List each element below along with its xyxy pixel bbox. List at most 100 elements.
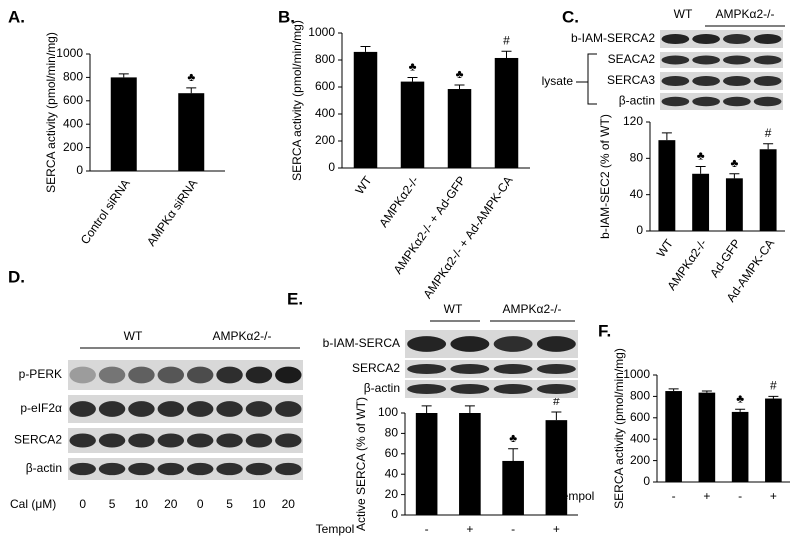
error-bar — [360, 46, 371, 52]
y-tick-label: 1000 — [56, 46, 83, 60]
row-label: β-actin — [364, 381, 400, 395]
blot-band — [692, 33, 720, 45]
blot-band — [661, 33, 690, 45]
y-tick-label: 600 — [63, 93, 83, 107]
y-tick-label: 200 — [63, 140, 83, 154]
error-bar — [729, 173, 740, 179]
blot-band — [186, 366, 214, 384]
y-tick-label: 400 — [630, 431, 650, 445]
blot-band — [128, 401, 155, 417]
blot-band — [275, 366, 302, 384]
blot-band — [692, 96, 720, 107]
y-axis-label: SERCA activity (pmol/min/mg) — [290, 20, 304, 181]
blot-strip — [68, 458, 303, 480]
blot-band — [661, 55, 690, 65]
bar — [459, 413, 481, 515]
blot-band — [216, 462, 243, 476]
blot-band — [493, 363, 533, 375]
annotation: # — [553, 394, 560, 408]
error-bar — [551, 411, 562, 421]
blot-band — [186, 433, 214, 448]
bar — [502, 460, 524, 515]
x-tick-label: - — [738, 489, 742, 503]
group-label: WT — [124, 329, 143, 343]
y-tick-label: 1000 — [308, 25, 335, 39]
blot-band — [216, 366, 243, 384]
y-axis-label: SERCA activity (pmol/min/mg) — [612, 348, 626, 509]
y-tick-label: 0 — [636, 223, 643, 237]
blot-band — [536, 336, 576, 352]
error-bar — [407, 77, 418, 82]
y-tick-label: 100 — [378, 405, 398, 419]
blot-band — [450, 336, 490, 352]
x-tick-label: Control siRNA — [78, 177, 133, 247]
error-bar — [735, 408, 746, 412]
lane-label: 5 — [226, 497, 233, 511]
blot-band — [69, 462, 96, 476]
row-label: b-IAM-SERCA2 — [571, 31, 655, 45]
y-tick-label: 0 — [643, 474, 650, 488]
row-label: p-PERK — [19, 367, 62, 381]
annotation: # — [503, 33, 510, 47]
blot-band — [661, 96, 690, 107]
blot-band — [69, 401, 96, 417]
y-tick-label: 0 — [328, 160, 335, 174]
blot-band — [493, 383, 533, 395]
blot-band — [245, 366, 273, 384]
lane-label: 10 — [135, 497, 149, 511]
x-axis-label: Tempol — [556, 489, 595, 503]
blot-band — [723, 96, 751, 107]
blot-strip — [660, 72, 783, 90]
panel-label: A. — [8, 7, 25, 26]
annotation: ♣ — [409, 60, 417, 74]
error-bar — [768, 395, 779, 399]
y-tick-label: 60 — [385, 446, 399, 460]
bar — [759, 149, 777, 231]
x-tick-label: - — [425, 522, 429, 536]
y-axis-label: Active SERCA (% of WT) — [354, 397, 368, 531]
row-label: β-actin — [26, 461, 62, 475]
row-label: b-IAM-SERCA — [323, 336, 400, 350]
x-tick-label: + — [703, 489, 710, 503]
blot-strip — [660, 30, 783, 48]
x-tick-label: AMPKα2-/- — [376, 174, 421, 230]
blot-band — [407, 336, 447, 352]
blot-band — [186, 462, 214, 476]
annotation: ♣ — [697, 149, 705, 163]
group-label: AMPKα2-/- — [503, 302, 562, 316]
y-tick-label: 80 — [630, 151, 644, 165]
y-tick-label: 40 — [630, 187, 644, 201]
blot-band — [692, 75, 720, 87]
panel-label: C. — [562, 7, 579, 26]
blot-band — [753, 75, 782, 87]
blot-band — [157, 433, 185, 448]
bar — [765, 398, 782, 482]
error-bar — [501, 50, 512, 58]
error-bar — [118, 73, 129, 78]
y-tick-label: 0 — [76, 163, 83, 177]
panel-label: E. — [287, 289, 303, 308]
x-tick-label: WT — [352, 173, 375, 197]
bar — [665, 391, 682, 482]
blot-band — [450, 363, 490, 375]
group-label: WT — [674, 7, 693, 21]
blot-band — [157, 462, 185, 476]
bar — [731, 411, 749, 482]
error-bar — [186, 87, 197, 94]
row-label: β-actin — [619, 94, 655, 108]
blot-band — [128, 366, 155, 384]
blot-band — [275, 401, 302, 417]
blot-band — [128, 433, 155, 448]
lane-label: 10 — [252, 497, 266, 511]
blot-band — [753, 55, 782, 65]
y-tick-label: 800 — [630, 389, 650, 403]
row-label: SERCA2 — [352, 361, 400, 375]
blot-band — [98, 401, 126, 417]
blot-band — [450, 383, 490, 395]
blot-band — [407, 383, 447, 395]
annotation: ♣ — [730, 156, 738, 170]
bar — [353, 51, 378, 168]
bracket — [576, 53, 597, 105]
row-label: SERCA3 — [607, 73, 655, 87]
x-tick-label: Ad-GFP — [707, 237, 743, 281]
